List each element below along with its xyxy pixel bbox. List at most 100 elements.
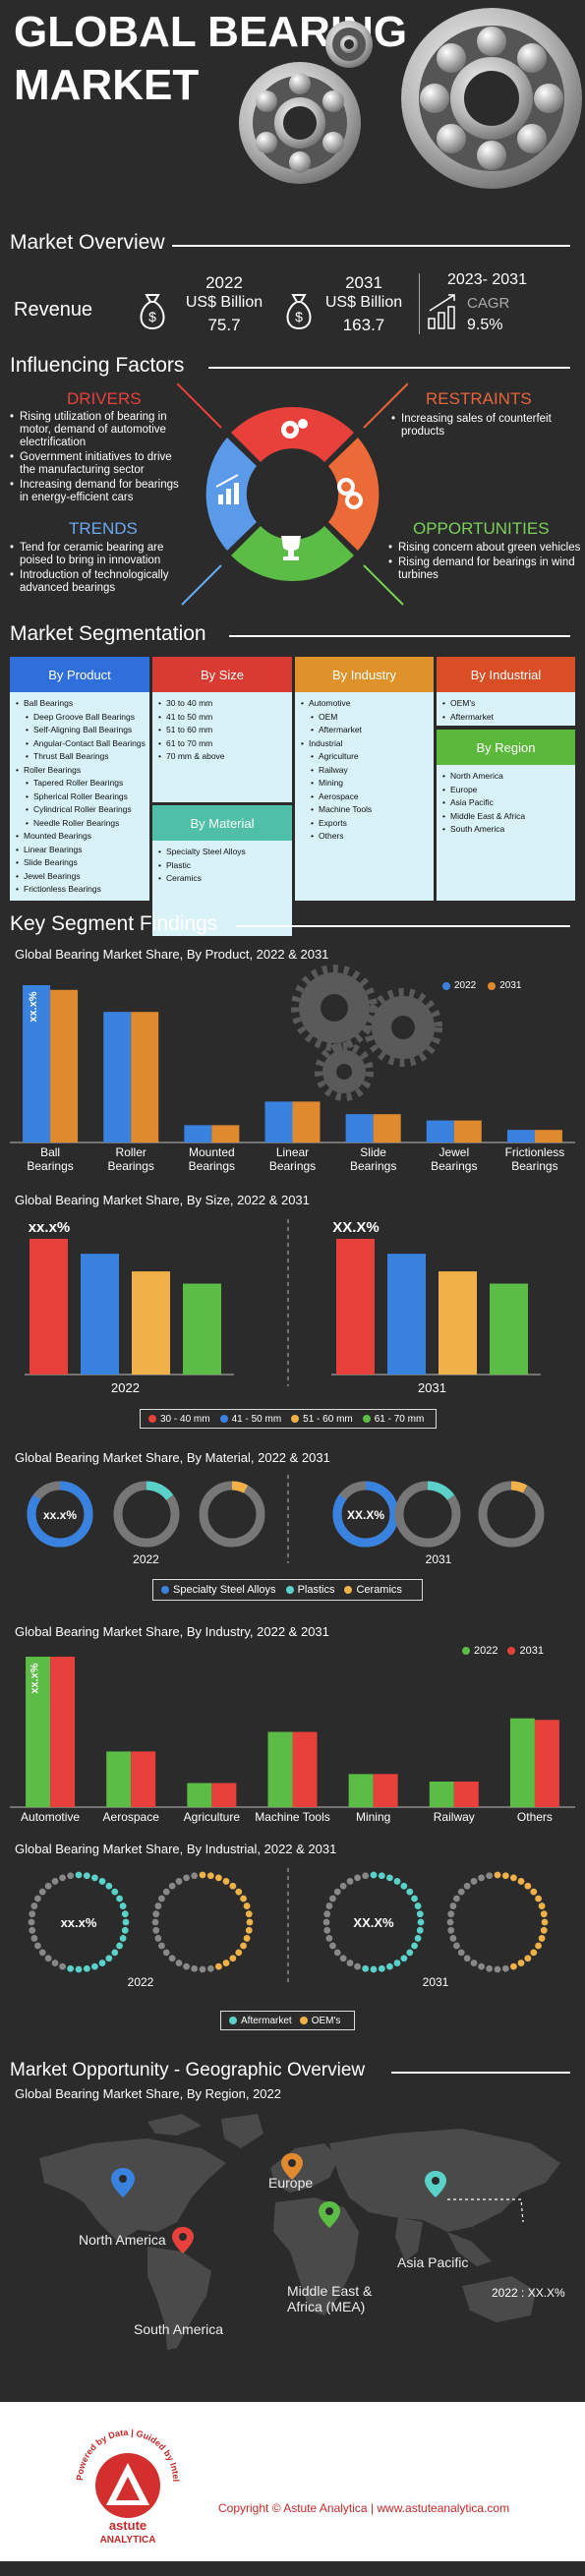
ring-dot xyxy=(34,1895,41,1903)
segment-item: Plastic xyxy=(158,859,288,873)
growth-chart-icon xyxy=(215,474,239,504)
ring-dot xyxy=(333,1949,341,1957)
ring-dot xyxy=(199,1965,206,1973)
ring-dot xyxy=(386,1874,393,1882)
bar xyxy=(345,1114,374,1142)
x-tick-label: 2031 xyxy=(426,1552,452,1566)
opportunities-list: Rising concern about green vehicles Risi… xyxy=(388,542,583,584)
bar xyxy=(29,1239,68,1375)
bar xyxy=(506,1130,535,1142)
x-tick-label: Bearings xyxy=(511,1159,557,1173)
ring-dot xyxy=(463,1882,471,1890)
legend-swatch xyxy=(148,1415,156,1423)
segment-header: By Industry xyxy=(295,657,434,692)
list-item: Government initiatives to drive the manu… xyxy=(10,451,182,477)
ring-dot xyxy=(510,1962,517,1970)
segment-item: Aftermarket xyxy=(301,724,430,737)
ring-dot xyxy=(362,1964,370,1972)
drivers-title: DRIVERS xyxy=(67,389,142,408)
segment-header: By Size xyxy=(152,657,292,692)
data-label: XX.X% xyxy=(332,1219,380,1236)
segment-item: OEM's xyxy=(442,697,571,711)
chart-product-legend: 2022 2031 xyxy=(442,980,522,991)
legend-item: Ceramics xyxy=(344,1584,402,1596)
bar xyxy=(426,1120,454,1142)
revenue-2022-year: 2022 xyxy=(205,273,243,292)
segment-item: Specialty Steel Alloys xyxy=(158,846,288,859)
ring-dot xyxy=(245,1910,253,1918)
ring-dot xyxy=(29,1910,36,1918)
ring-dot xyxy=(30,1903,38,1909)
ring-dot xyxy=(121,1910,129,1918)
chart-product: BallBearingsRollerBearingsMountedBearing… xyxy=(10,985,575,1173)
legend-label: 2031 xyxy=(519,1645,544,1657)
data-label: XX.X% xyxy=(347,1508,384,1522)
segment-item: Mining xyxy=(301,777,430,790)
revenue-2031-year: 2031 xyxy=(345,273,382,292)
ring-dot xyxy=(323,1926,331,1934)
ring-dot xyxy=(494,1871,501,1879)
bar xyxy=(534,1130,562,1142)
x-tick-label: Mounted xyxy=(189,1145,235,1159)
ring-dot xyxy=(246,1918,254,1926)
bar xyxy=(387,1254,426,1375)
ring-dot xyxy=(400,1955,408,1962)
legend-swatch xyxy=(344,1586,353,1594)
ring-dot xyxy=(215,1874,222,1882)
ring-dot xyxy=(393,1878,401,1885)
x-tick-label: Mining xyxy=(356,1810,390,1824)
money-bag-icon: $ xyxy=(286,294,312,330)
legend-item: Specialty Steel Alloys xyxy=(161,1584,276,1596)
ring-dot xyxy=(116,1942,123,1950)
segment-header: By Industrial xyxy=(437,657,575,692)
legend-item: 51 - 60 mm xyxy=(291,1414,353,1425)
ring-dot xyxy=(346,1960,354,1966)
revenue-2022-value: 75.7 xyxy=(207,316,241,334)
ring-dot xyxy=(538,1903,546,1909)
ring-dot xyxy=(240,1895,247,1903)
factors-wheel xyxy=(177,382,408,606)
x-tick-label: Agriculture xyxy=(184,1810,241,1824)
ring-dot xyxy=(322,1918,330,1926)
x-tick-label: Bearings xyxy=(431,1159,477,1173)
chart-material: xx.x% 2022 XX.X% 2031 xyxy=(27,1475,545,1566)
segment-item: Automotive xyxy=(301,697,430,711)
svg-text:$: $ xyxy=(295,309,303,324)
ring-dot xyxy=(530,1949,538,1957)
logo-brand-subtitle: ANALYTICA xyxy=(100,2535,156,2546)
ring-dot xyxy=(105,1882,113,1890)
chart-industrial-title: Global Bearing Market Share, By Industri… xyxy=(15,1842,337,1856)
segment-item: 61 to 70 mm xyxy=(158,737,288,751)
ring-dot xyxy=(222,1960,230,1966)
ring-dot xyxy=(470,1960,478,1966)
segment-list: Specialty Steel AlloysPlasticCeramics xyxy=(152,841,292,886)
chart-size: 2022 xx.x% 2031 XX.X% xyxy=(25,1219,541,1395)
legend-label: Plastics xyxy=(297,1584,335,1596)
donut-segment xyxy=(394,1481,461,1548)
ring-dot xyxy=(158,1942,165,1950)
ring-dot xyxy=(386,1962,393,1970)
legend-label: 2031 xyxy=(499,980,522,991)
legend-item: 2022 xyxy=(442,980,476,991)
growth-chart-icon xyxy=(428,294,455,329)
ring-dot xyxy=(524,1955,532,1962)
legend-label: 2022 xyxy=(454,980,477,991)
ring-dot xyxy=(453,1942,460,1950)
ring-dot xyxy=(447,1910,455,1918)
legend-swatch xyxy=(219,1415,228,1423)
map-pin-icon xyxy=(111,2168,135,2197)
list-item: Rising demand for bearings in wind turbi… xyxy=(388,556,583,582)
logo-brand-name: astute xyxy=(109,2518,146,2533)
segment-item: 41 to 50 mm xyxy=(158,711,288,725)
segment-item: Aftermarket xyxy=(442,711,571,725)
donut-track xyxy=(199,1481,265,1548)
legend-swatch xyxy=(229,2017,237,2024)
ring-dot xyxy=(354,1962,361,1970)
ring-dot xyxy=(540,1926,548,1934)
segment-item: Deep Groove Ball Bearings xyxy=(16,711,146,725)
bar xyxy=(26,1657,51,1807)
x-tick-label: Machine Tools xyxy=(255,1810,330,1824)
ring-dot xyxy=(30,1935,38,1942)
ring-dot xyxy=(346,1878,354,1885)
